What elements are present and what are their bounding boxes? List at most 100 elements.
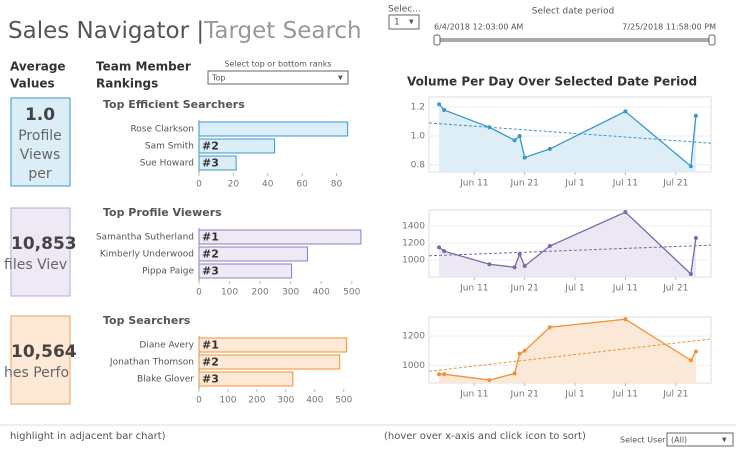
slider-handle[interactable] (433, 34, 441, 46)
category-label: Rose Clarkson (130, 125, 194, 135)
point (517, 133, 522, 138)
x-tick-label: 100 (219, 396, 236, 406)
trend-line (428, 244, 712, 257)
bar (198, 138, 276, 154)
title: Sales Navigator |Target Search (8, 18, 362, 44)
select-dropdown[interactable] (388, 14, 420, 30)
point (623, 210, 628, 215)
x-tick-label: 0 (196, 288, 202, 298)
point (512, 265, 517, 270)
category-label: Samantha Sutherland (96, 233, 194, 243)
x-tick-label: Jul 11 (612, 284, 638, 294)
point (547, 146, 552, 151)
bar (198, 246, 308, 262)
x-tick-label: Jul 1 (564, 390, 584, 400)
slider-handle[interactable] (708, 34, 716, 46)
rank-label: Select top or bottom ranks (224, 60, 331, 69)
category-label: Sam Smith (145, 142, 194, 152)
point (442, 107, 447, 112)
rank-label: #2 (202, 140, 219, 153)
point (487, 378, 492, 383)
point (623, 109, 628, 114)
y-tick-label: 1000 (402, 256, 425, 266)
y-tick-label: 1.2 (411, 103, 425, 113)
point (487, 125, 492, 130)
point (623, 317, 628, 322)
point (547, 325, 552, 330)
line (439, 318, 697, 381)
kpi-label: hes Perfo (4, 365, 69, 381)
rank-label: #1 (202, 339, 219, 352)
bar (198, 263, 293, 279)
x-tick-label: Jun 21 (509, 390, 538, 400)
x-tick-label: 0 (196, 180, 202, 190)
bar (198, 155, 237, 171)
point (693, 113, 698, 118)
x-tick-label: Jul 21 (662, 179, 688, 189)
kpi-label: files Viev (4, 257, 67, 273)
x-tick-label: 300 (277, 396, 294, 406)
title-main: Sales Navigator | (8, 18, 204, 44)
line (438, 211, 697, 276)
kpi-label: per (28, 166, 52, 182)
dropdown-arrow: ▼ (722, 437, 727, 444)
x-tick-label: 0 (196, 396, 202, 406)
chart-title: Top Efficient Searchers (103, 98, 245, 111)
category-label: Diane Avery (139, 341, 194, 351)
point (688, 272, 693, 277)
bar (198, 371, 294, 387)
section-header: Average (10, 60, 66, 74)
point (517, 252, 522, 257)
category-label: Jonathan Thomson (109, 358, 194, 368)
x-tick-label: Jun 11 (459, 390, 488, 400)
select-value: 1 (394, 18, 400, 28)
rank-label: #2 (202, 356, 219, 369)
x-tick-label: Jul 1 (564, 179, 584, 189)
section-header: Volume Per Day Over Selected Date Period (407, 75, 697, 89)
point (522, 263, 527, 268)
y-tick-label: 1200 (402, 239, 425, 249)
kpi-value: 10,853 (11, 234, 77, 254)
x-tick-label: 300 (282, 288, 299, 298)
x-tick-label: 400 (306, 396, 323, 406)
x-tick-label: 60 (296, 180, 308, 190)
point (512, 371, 517, 376)
x-tick-label: 500 (343, 288, 360, 298)
point (693, 349, 698, 354)
area (439, 104, 696, 172)
kpi-label: Profile (18, 128, 62, 144)
point (442, 249, 447, 254)
rank-dropdown[interactable] (207, 70, 349, 85)
footer-note: highlight in adjacent bar chart) (10, 431, 166, 442)
rank-label: #3 (202, 373, 219, 386)
x-tick-label: 200 (252, 288, 269, 298)
x-tick-label: 40 (262, 180, 274, 190)
point (522, 155, 527, 160)
y-tick-label: 1.0 (411, 131, 426, 141)
y-tick-label: 0.8 (411, 160, 426, 170)
footer-note: (hover over x-axis and click icon to sor… (384, 431, 586, 442)
rank-value: Top (211, 74, 226, 83)
date-end: 7/25/2018 11:58:00 PM (622, 23, 716, 32)
x-tick-label: Jun 11 (459, 179, 488, 189)
title-sub: Target Search (203, 18, 362, 44)
bar (198, 337, 348, 353)
select-label: Selec... (388, 5, 421, 15)
point (522, 348, 527, 353)
point (437, 372, 442, 377)
section-header: Team Member (96, 60, 191, 74)
chart-title: Top Searchers (103, 314, 191, 327)
bar (198, 229, 362, 245)
bar (198, 354, 341, 370)
kpi-box (10, 315, 71, 405)
point (437, 245, 442, 250)
rank-label: #3 (202, 265, 219, 278)
y-tick-label: 1400 (402, 222, 425, 232)
x-tick-label: Jun 21 (509, 179, 538, 189)
x-tick-label: Jul 21 (662, 390, 688, 400)
user-dropdown[interactable] (666, 432, 734, 447)
area (439, 212, 696, 277)
point (547, 244, 552, 249)
y-tick-label: 1200 (402, 332, 425, 342)
